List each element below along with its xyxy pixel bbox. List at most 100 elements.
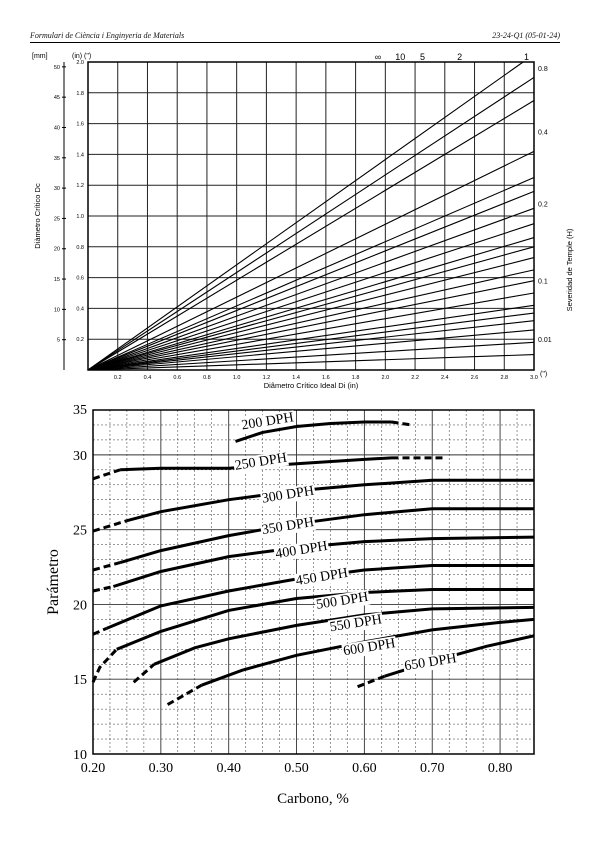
y-in-tick-label: 0.8 bbox=[76, 245, 84, 251]
severity-line bbox=[87, 257, 535, 371]
x-tick-label: 0.50 bbox=[284, 761, 309, 776]
chart-critical-diameter: 0.2 0.4 0.6 0.8 1.0 1.2 1.4 1.6 1.8 2.0 2.2 2.4 2.6 2… bbox=[32, 52, 574, 390]
dph-curve-dashed bbox=[92, 561, 121, 572]
dph-curve-label: 450 DPH bbox=[295, 566, 349, 589]
severity-top-label: 5 bbox=[420, 52, 425, 62]
y-axis-title: Diàmetro Crítico Dc bbox=[33, 183, 42, 249]
y-tick-label: 30 bbox=[73, 449, 87, 464]
severity-line bbox=[87, 312, 535, 371]
y-in-tick-label: 1.0 bbox=[76, 214, 84, 220]
severity-line bbox=[87, 176, 535, 371]
y-mm-tick-label: 35 bbox=[54, 156, 60, 162]
dph-curve-dashed bbox=[92, 468, 121, 481]
x-tick-label: 1.8 bbox=[352, 375, 360, 381]
dph-curve-label: 200 DPH bbox=[241, 410, 295, 433]
y-tick-label: 20 bbox=[73, 598, 87, 613]
y-tick-label: 35 bbox=[73, 403, 87, 418]
severity-line bbox=[87, 76, 535, 371]
severity-line bbox=[87, 190, 535, 371]
dph-curve-dashed bbox=[357, 674, 386, 689]
y-in-tick-label: 2.0 bbox=[76, 60, 84, 66]
dph-curve bbox=[116, 588, 534, 651]
severity-right-label: 0.01 bbox=[538, 337, 552, 344]
dph-curve-dashed bbox=[166, 683, 203, 706]
y-mm-tick-label: 10 bbox=[54, 307, 60, 313]
dph-label-bg bbox=[314, 589, 371, 614]
severity-right-label: 0.8 bbox=[538, 66, 548, 73]
unit-in-label: (in) (") bbox=[72, 53, 91, 60]
severity-right-label: 0.4 bbox=[538, 129, 548, 136]
severity-top-label: 2 bbox=[457, 52, 462, 62]
dph-curve bbox=[235, 420, 392, 443]
y-mm-tick-label: 25 bbox=[54, 216, 60, 222]
y-mm-tick-label: 45 bbox=[54, 95, 60, 101]
x-tick-label: 3.0 bbox=[530, 375, 538, 381]
x-tick-label: 0.2 bbox=[114, 375, 122, 381]
y-mm-tick-label: 20 bbox=[54, 247, 60, 253]
severity-line bbox=[87, 207, 535, 371]
severity-top-label: 1 bbox=[524, 52, 529, 62]
dph-curve-dashed bbox=[92, 519, 128, 533]
y-in-tick-label: 0.4 bbox=[76, 306, 84, 312]
dph-curve bbox=[119, 507, 534, 565]
x-tick-label: 1.0 bbox=[233, 375, 241, 381]
x-tick-label: 2.0 bbox=[382, 375, 390, 381]
y-in-tick-label: 0.6 bbox=[76, 276, 84, 282]
y-in-tick-label: 1.8 bbox=[76, 91, 84, 97]
y-mm-tick-label: 30 bbox=[54, 186, 60, 192]
dph-curve-label: 400 DPH bbox=[274, 539, 328, 562]
severity-line bbox=[87, 341, 535, 371]
severity-line bbox=[87, 246, 535, 371]
y-tick-label: 10 bbox=[73, 748, 87, 763]
dph-label-bg bbox=[402, 651, 459, 675]
y-mm-tick-label: 15 bbox=[54, 277, 60, 283]
severity-line bbox=[87, 280, 535, 371]
dph-curve-label: 600 DPH bbox=[342, 636, 396, 659]
dph-curve-dashed bbox=[391, 420, 413, 427]
x-tick-label: 0.20 bbox=[81, 761, 106, 776]
x-tick-label: 1.6 bbox=[322, 375, 330, 381]
severity-line bbox=[87, 354, 535, 371]
page-header: Formulari de Ciència i Enginyeria de Mat… bbox=[30, 30, 560, 43]
x-axis-title: Carbono, % bbox=[277, 791, 349, 807]
severity-top-label: ∞ bbox=[375, 52, 381, 62]
x-tick-label: 0.8 bbox=[203, 375, 211, 381]
severity-line bbox=[87, 150, 535, 371]
y-mm-tick-label: 50 bbox=[54, 65, 60, 71]
unit-x-in-label: (") bbox=[540, 371, 547, 378]
y-in-tick-label: 1.2 bbox=[76, 183, 84, 189]
x-tick-label: 0.40 bbox=[216, 761, 241, 776]
plot-frame bbox=[92, 409, 535, 755]
dph-curve-label: 350 DPH bbox=[261, 515, 315, 538]
dph-label-bg bbox=[259, 483, 317, 507]
x-axis-title: Diâmetro Crítico Ideal Di (in) bbox=[264, 381, 359, 390]
x-tick-label: 1.2 bbox=[263, 375, 271, 381]
y-in-tick-label: 0.2 bbox=[76, 337, 84, 343]
severity-right-label: 0.1 bbox=[538, 279, 548, 286]
severity-line bbox=[87, 237, 535, 371]
y-in-tick-label: 1.4 bbox=[76, 152, 84, 158]
x-tick-label: 2.6 bbox=[471, 375, 479, 381]
dph-label-bg bbox=[232, 450, 289, 474]
x-tick-label: 0.6 bbox=[173, 375, 181, 381]
dph-curve-label: 650 DPH bbox=[403, 651, 457, 674]
x-tick-label: 0.4 bbox=[144, 375, 152, 381]
unit-mm-label: [mm] bbox=[32, 53, 48, 60]
x-tick-label: 2.2 bbox=[411, 375, 419, 381]
x-tick-label: 0.60 bbox=[352, 761, 377, 776]
dph-curve-dashed bbox=[132, 663, 156, 684]
y-tick-label: 25 bbox=[73, 524, 87, 539]
y2-axis-title: Severidad de Temple (H) bbox=[565, 228, 574, 311]
dph-label-bg bbox=[239, 410, 296, 434]
header-date: 23-24-Q1 (05-01-24) bbox=[492, 31, 560, 40]
y-mm-tick-label: 5 bbox=[57, 338, 60, 344]
severity-line bbox=[87, 100, 535, 371]
severity-line bbox=[87, 320, 535, 371]
x-tick-label: 2.8 bbox=[500, 375, 508, 381]
y-mm-tick-label: 40 bbox=[54, 125, 60, 131]
dph-label-bg bbox=[293, 565, 351, 590]
severity-right-label: 0.2 bbox=[538, 202, 548, 209]
x-tick-label: 0.80 bbox=[488, 761, 513, 776]
severity-line bbox=[87, 329, 535, 371]
